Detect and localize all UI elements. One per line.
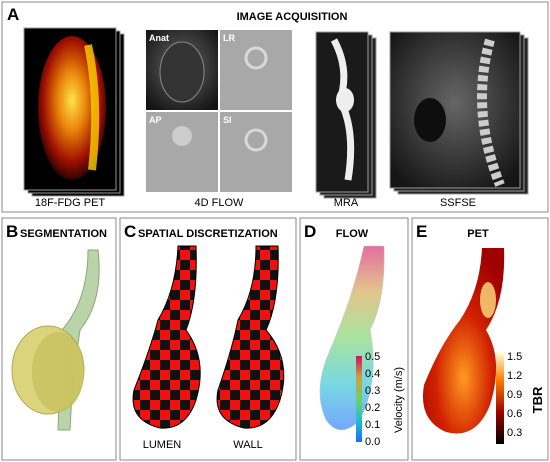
colorbar xyxy=(496,352,504,444)
image-label: SI xyxy=(223,115,232,125)
colorbar-tick-label: 0.3 xyxy=(365,385,380,397)
image-label: AP xyxy=(149,115,162,125)
panel-letter: D xyxy=(304,222,316,241)
panel-d: D FLOW 0.5 0.4 0.3 0.2 0.1 0.0 Velocity (m/s) xyxy=(299,217,409,461)
panel-letter: E xyxy=(416,222,427,241)
colorbar-ticks: 0.5 0.4 0.3 0.2 0.1 0.0 xyxy=(365,351,380,448)
caption: LUMEN xyxy=(143,439,182,451)
caption: 4D FLOW xyxy=(195,197,245,209)
colorbar-tick-label: 0.9 xyxy=(507,389,522,401)
panel-title: FLOW xyxy=(336,228,369,240)
pet-stack xyxy=(23,27,125,197)
panel-b: B SEGMENTATION xyxy=(1,217,117,461)
colorbar-tick-label: 0.3 xyxy=(507,427,522,439)
colorbar xyxy=(356,356,362,442)
mra-stack xyxy=(315,31,377,199)
colorbar-label: Velocity (m/s) xyxy=(393,367,405,433)
colorbar-tick-label: 1.5 xyxy=(507,351,522,363)
caption: WALL xyxy=(233,439,263,451)
colorbar-tick-label: 0.6 xyxy=(507,408,522,420)
colorbar-tick-label: 0.2 xyxy=(365,402,380,414)
panel-a: A IMAGE ACQUISITION 18F-FDG PET Anat LR … xyxy=(1,1,549,213)
panel-title: PET xyxy=(467,228,489,240)
panel-letter: C xyxy=(124,222,136,241)
colorbar-label: TBR xyxy=(530,386,545,413)
colorbar-tick-label: 0.1 xyxy=(365,419,380,431)
panel-title: SEGMENTATION xyxy=(20,228,107,240)
panel-letter: B xyxy=(6,222,18,241)
colorbar-tick-label: 1.2 xyxy=(507,370,522,382)
colorbar-tick-label: 0.0 xyxy=(365,436,380,448)
panel-c: C SPATIAL DISCRETIZATION LUMEN WALL xyxy=(119,217,297,461)
panel-e: E PET 1.5 1.2 0.9 0.6 0.3 TBR xyxy=(411,217,549,461)
colorbar-tick-label: 0.4 xyxy=(365,368,380,380)
colorbar-tick-label: 0.5 xyxy=(365,351,380,363)
panel-title: SPATIAL DISCRETIZATION xyxy=(138,228,278,240)
caption: SSFSE xyxy=(440,197,476,209)
colorbar-ticks: 1.5 1.2 0.9 0.6 0.3 xyxy=(507,351,522,439)
caption: MRA xyxy=(334,197,359,209)
panel-title: IMAGE ACQUISITION xyxy=(237,11,348,23)
ssfse-stack xyxy=(389,31,529,195)
image-label: Anat xyxy=(149,33,169,43)
flow-grid xyxy=(146,30,292,192)
caption: 18F-FDG PET xyxy=(35,197,106,209)
panel-letter: A xyxy=(7,5,19,24)
image-label: LR xyxy=(223,33,235,43)
